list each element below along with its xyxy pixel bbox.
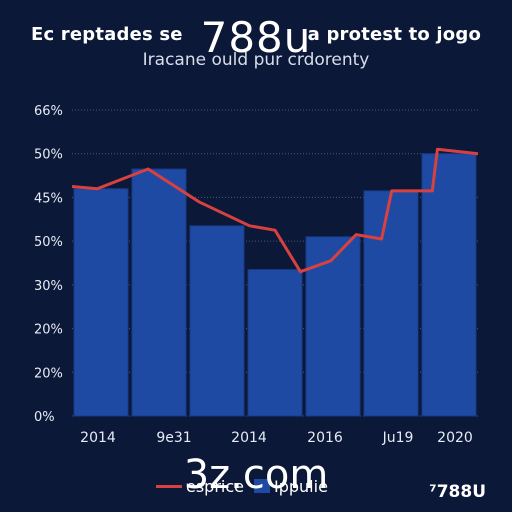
bar-series	[73, 153, 477, 417]
legend-bar-label: Ippulie	[274, 476, 328, 496]
x-tick-label: 2016	[307, 430, 343, 446]
watermark-logo: ⁷788U	[429, 482, 486, 502]
chart-legend: esprice Ippulie	[156, 474, 328, 498]
chart-header: Ec reptades se a protest to jogo Iracane…	[0, 22, 512, 72]
bar	[247, 269, 303, 417]
legend-bar-swatch	[254, 479, 270, 493]
chart-title: Ec reptades se a protest to jogo	[0, 22, 512, 48]
x-tick-label: 2014	[231, 430, 267, 446]
y-tick-label: 66%	[34, 104, 63, 119]
x-tick-label: 2020	[437, 430, 473, 446]
overlay-text-bottom: 3z.com	[183, 452, 329, 498]
bar	[305, 236, 361, 417]
bar	[421, 153, 477, 417]
bar	[189, 225, 245, 417]
y-axis-ticks: 0% 20% 20% 30% 50% 45% 50% 66%	[34, 104, 63, 425]
y-tick-label: 20%	[34, 366, 63, 381]
x-axis-ticks: 2014 9e31 2014 2016 Ju19 2020	[80, 430, 473, 446]
y-tick-label: 20%	[34, 323, 63, 338]
overlay-text-top: 788u	[200, 13, 312, 62]
series-line	[71, 147, 479, 274]
bar	[131, 168, 187, 417]
chart-title-tail: a protest to jogo	[307, 24, 482, 45]
legend-line-label: esprice	[186, 476, 244, 496]
watermark-prefix-icon: ⁷	[429, 482, 437, 502]
y-tick-label: 50%	[34, 148, 63, 163]
chart-subtitle: Iracane ould pur crdorenty	[142, 50, 370, 70]
y-tick-label: 0%	[34, 410, 55, 425]
legend-line-swatch	[156, 484, 182, 488]
bar	[73, 188, 129, 417]
y-tick-label: 50%	[34, 235, 63, 250]
watermark-text: 788U	[436, 482, 486, 502]
x-tick-label: 9e31	[156, 430, 191, 446]
x-tick-label: Ju19	[382, 430, 414, 446]
chart-title-text: Ec reptades se	[30, 24, 183, 45]
y-tick-label: 30%	[34, 279, 63, 294]
x-tick-label: 2014	[80, 430, 116, 446]
y-tick-label: 45%	[34, 191, 63, 206]
bar	[363, 190, 419, 417]
line-series	[71, 147, 479, 274]
